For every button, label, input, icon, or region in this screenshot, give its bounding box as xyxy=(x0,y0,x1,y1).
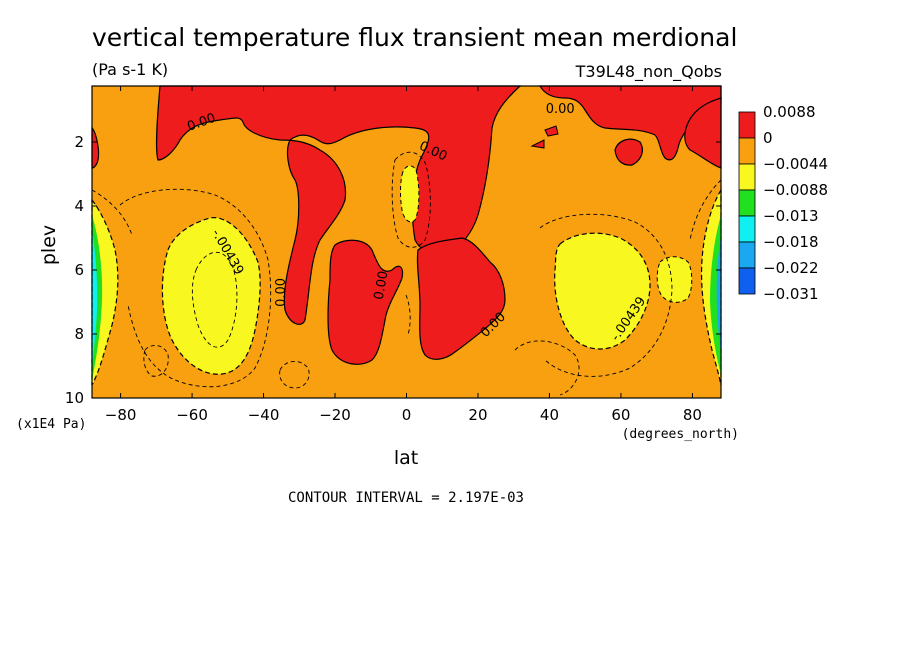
colorbar-label: 0 xyxy=(763,129,773,147)
field-negative-center xyxy=(400,165,420,223)
contour-small-south-2 xyxy=(143,344,169,377)
field-strongest-north-edge xyxy=(716,235,721,355)
x-axis-units: (degrees_north) xyxy=(622,427,739,442)
colorbar-label: −0.031 xyxy=(763,285,819,303)
colorbar-label: −0.0044 xyxy=(763,155,828,173)
colorbar-swatch xyxy=(738,189,756,217)
x-tick-label: −20 xyxy=(319,406,351,424)
x-tick-label: −80 xyxy=(105,406,137,424)
chart-title: vertical temperature flux transient mean… xyxy=(92,23,737,52)
contour-small-north xyxy=(514,340,580,396)
y-axis: 2 4 6 8 10 xyxy=(65,133,721,407)
contour-label: 0.00 xyxy=(274,278,289,307)
contour-center xyxy=(391,151,431,248)
y-tick-label: 4 xyxy=(74,197,84,215)
field-positive-small-3 xyxy=(530,139,545,149)
y-tick-label: 2 xyxy=(74,133,84,151)
x-tick-label: −60 xyxy=(176,406,208,424)
colorbar-swatch xyxy=(738,267,756,295)
field-positive-left-edge xyxy=(91,126,100,169)
x-tick-label: 80 xyxy=(683,406,702,424)
contour-label: 0.00 xyxy=(372,270,392,301)
field-strong-north-edge xyxy=(710,215,721,375)
y-tick-label: 8 xyxy=(74,325,84,343)
colorbar-swatch xyxy=(738,215,756,243)
field-strongest-south-edge xyxy=(92,230,98,365)
y-axis-units: (x1E4 Pa) xyxy=(16,417,86,432)
chart-units: (Pa s-1 K) xyxy=(92,60,168,79)
colorbar-swatch xyxy=(738,241,756,269)
x-tick-label: 40 xyxy=(540,406,559,424)
colorbar-label: −0.022 xyxy=(763,259,819,277)
field-positive-right-edge xyxy=(684,97,722,169)
y-tick-label: 10 xyxy=(65,389,84,407)
colorbar: 0.0088 0 −0.0044 −0.0088 −0.013 −0.018 −0.022 −… xyxy=(738,103,828,303)
dataset-label: T39L48_non_Qobs xyxy=(575,62,722,82)
x-axis-label: lat xyxy=(394,447,418,469)
x-axis: −80 −60 −40 −20 0 20 40 60 80 xyxy=(105,86,702,424)
colorbar-label: 0.0088 xyxy=(763,103,816,121)
x-tick-label: 0 xyxy=(402,406,412,424)
y-tick-label: 6 xyxy=(74,261,84,279)
dashed-contours xyxy=(91,151,722,396)
plot-area: 0.000.000.000.00 0.000.00-.00439-.00439 xyxy=(91,85,722,399)
field-positive-small-1 xyxy=(614,138,643,166)
colorbar-label: −0.0088 xyxy=(763,181,828,199)
field-positive-center-right xyxy=(416,237,506,360)
x-tick-label: −40 xyxy=(248,406,280,424)
colorbar-label: −0.018 xyxy=(763,233,819,251)
contour-south-inner xyxy=(191,252,238,348)
x-tick-label: 60 xyxy=(611,406,630,424)
contour-small-south xyxy=(279,361,310,389)
field-negative-north-side xyxy=(656,256,693,303)
field-negative-south xyxy=(161,217,261,375)
contour-edge-south xyxy=(91,189,133,236)
x-tick-label: 20 xyxy=(468,406,487,424)
colorbar-swatch xyxy=(738,137,756,165)
contour-south-outer xyxy=(119,188,272,388)
y-axis-label: plev xyxy=(38,225,60,265)
field-positive-small-2 xyxy=(544,125,559,137)
colorbar-swatch xyxy=(738,163,756,191)
contour-interval: CONTOUR INTERVAL = 2.197E-03 xyxy=(288,490,524,506)
contour-center-low xyxy=(405,294,411,336)
colorbar-swatch xyxy=(738,111,756,139)
colorbar-label: −0.013 xyxy=(763,207,819,225)
contour-label: 0.00 xyxy=(546,102,575,117)
field-negative-north xyxy=(554,232,651,350)
field-positive-center xyxy=(327,239,404,365)
